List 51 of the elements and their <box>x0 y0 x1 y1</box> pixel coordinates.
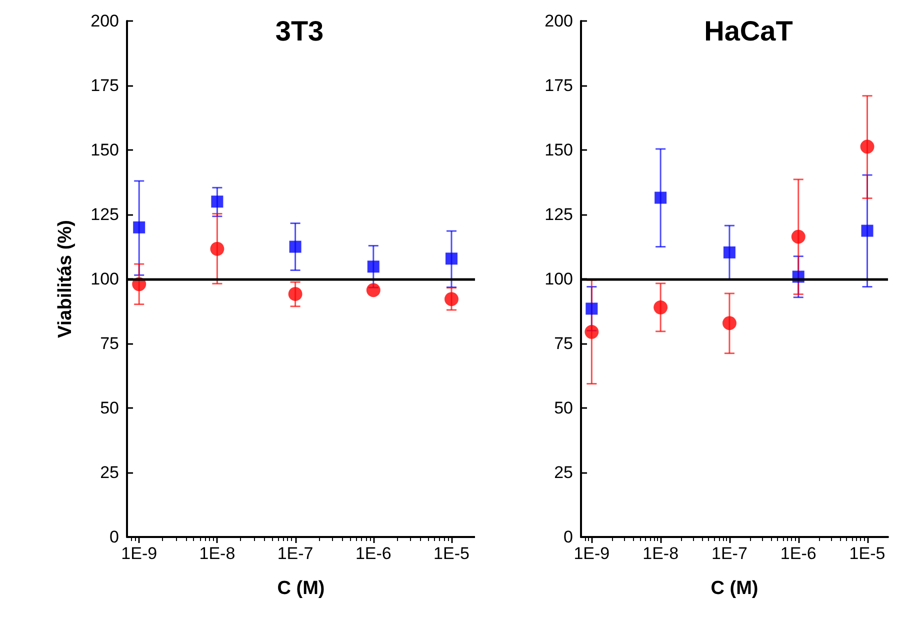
y-tick-label: 100 <box>90 270 119 288</box>
x-tick-label: 1E-6 <box>780 544 816 563</box>
y-tick-label: 50 <box>100 398 119 418</box>
x-axis-title: C (M) <box>277 578 325 599</box>
x-tick-label: 1E-6 <box>355 544 392 563</box>
point <box>211 196 224 208</box>
point <box>722 316 736 330</box>
y-tick-label: 125 <box>544 205 573 224</box>
point <box>584 324 599 339</box>
y-axis-title: Viabilitás (%) <box>55 220 76 338</box>
chart-title: HaCaT <box>704 16 793 46</box>
point <box>860 140 874 154</box>
point <box>654 192 667 204</box>
point <box>654 300 668 314</box>
point <box>210 242 224 256</box>
y-tick-label: 200 <box>544 12 573 30</box>
point <box>444 292 458 306</box>
x-tick-label: 1E-7 <box>712 544 748 563</box>
point <box>586 302 598 315</box>
point <box>723 246 736 258</box>
x-tick-label: 1E-9 <box>574 544 610 563</box>
point <box>289 240 302 253</box>
x-tick-label: 1E-5 <box>849 544 886 563</box>
x-tick-label: 1E-9 <box>121 544 158 563</box>
point <box>367 260 380 273</box>
x-tick-label: 1E-8 <box>199 544 236 563</box>
y-tick-label: 25 <box>554 463 573 482</box>
point <box>861 224 874 237</box>
point <box>366 283 380 298</box>
x-tick-label: 1E-8 <box>642 544 679 563</box>
y-tick-label: 75 <box>554 334 573 353</box>
y-tick-label: 50 <box>554 398 573 418</box>
point <box>133 221 146 234</box>
y-tick-label: 25 <box>100 463 119 482</box>
y-tick-label: 75 <box>100 334 119 353</box>
x-axis-title: C (M) <box>710 578 758 599</box>
point <box>288 286 302 301</box>
y-tick-label: 150 <box>90 140 119 160</box>
x-tick-label: 1E-7 <box>277 544 314 563</box>
y-tick-label: 125 <box>90 205 119 224</box>
y-tick-label: 200 <box>90 12 119 30</box>
y-tick-label: 175 <box>90 76 119 95</box>
y-tick-label: 0 <box>110 528 119 546</box>
y-tick-label: 100 <box>544 270 573 288</box>
y-tick-label: 0 <box>564 528 573 546</box>
y-tick-label: 150 <box>544 140 573 160</box>
x-tick-label: 1E-5 <box>434 544 470 563</box>
point <box>791 230 806 244</box>
y-tick-label: 175 <box>544 76 573 95</box>
point <box>445 252 458 265</box>
chart-title: 3T3 <box>275 16 324 46</box>
